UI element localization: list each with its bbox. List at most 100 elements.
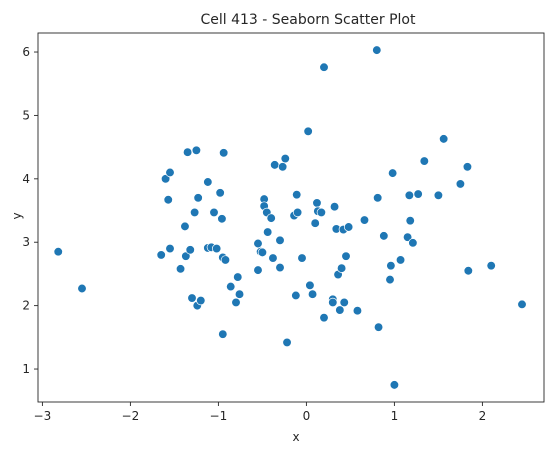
scatter-point (319, 62, 329, 72)
scatter-point (379, 231, 389, 241)
y-tick-label: 2 (22, 299, 30, 313)
scatter-point (404, 190, 415, 200)
y-tick-label: 4 (22, 172, 30, 186)
chart-title: Cell 413 - Seaborn Scatter Plot (200, 12, 416, 28)
scatter-point (336, 263, 347, 273)
scatter-point (373, 193, 383, 203)
scatter-point (413, 189, 423, 199)
scatter-point (292, 190, 302, 200)
scatter-point (187, 293, 197, 303)
y-tick-label: 1 (22, 362, 30, 376)
scatter-point (341, 251, 351, 261)
x-tick-label: 0 (303, 409, 311, 423)
scatter-point (268, 253, 278, 263)
scatter-point (292, 207, 303, 218)
scatter-point (387, 168, 398, 178)
scatter-point (319, 313, 329, 323)
scatter-point (253, 265, 263, 275)
scatter-point (257, 247, 268, 258)
scatter-point (165, 243, 175, 254)
scatter-point (189, 207, 200, 218)
scatter-point (305, 280, 315, 290)
x-axis-label: x (292, 430, 299, 444)
scatter-point (211, 243, 222, 254)
scatter-point (182, 147, 193, 157)
scatter-point (405, 216, 415, 226)
scatter-point (372, 45, 382, 55)
x-axis-ticks: −3 −2 −1 0 1 2 (34, 402, 487, 423)
scatter-point (455, 179, 466, 189)
scatter-point (389, 380, 400, 390)
scatter-point (408, 238, 418, 248)
scatter-point (280, 153, 290, 164)
scatter-point (266, 213, 276, 223)
x-tick-label: 2 (479, 409, 487, 423)
scatter-point (234, 289, 245, 299)
scatter-point (335, 305, 345, 315)
scatter-point (193, 193, 203, 203)
scatter-point (316, 207, 327, 218)
scatter-point (263, 227, 273, 237)
scatter-point (218, 329, 228, 339)
scatter-point (352, 306, 363, 316)
scatter-point (277, 162, 288, 172)
y-axis-ticks: 1 2 3 4 5 6 (22, 45, 38, 376)
scatter-point (339, 297, 349, 308)
scatter-point (312, 198, 322, 208)
y-tick-label: 6 (22, 45, 30, 59)
scatter-point (328, 297, 338, 308)
scatter-point (180, 221, 190, 232)
scatter-point (196, 295, 206, 306)
scatter-point (165, 167, 175, 178)
scatter-point (233, 272, 243, 282)
scatter-point (226, 281, 236, 292)
scatter-point (163, 195, 173, 205)
scatter-point (297, 253, 307, 263)
scatter-point (275, 262, 285, 273)
scatter-point (386, 261, 396, 271)
scatter-point (209, 207, 219, 218)
scatter-point (203, 177, 213, 187)
scatter-point (270, 160, 280, 170)
scatter-point (343, 222, 354, 232)
scatter-point (291, 290, 301, 301)
x-tick-label: 1 (391, 409, 399, 423)
scatter-point (307, 289, 318, 299)
scatter-point (275, 235, 285, 245)
scatter-point (463, 266, 473, 276)
y-axis-label: y (10, 212, 24, 219)
scatter-point (77, 283, 87, 294)
scatter-point (433, 190, 444, 200)
scatter-point (185, 245, 195, 255)
scatter-point (181, 251, 191, 261)
scatter-point (217, 214, 227, 224)
scatter-point (462, 162, 473, 172)
y-tick-label: 5 (22, 108, 30, 122)
scatter-point (191, 145, 202, 155)
scatter-point (310, 218, 320, 228)
scatter-point (231, 297, 241, 308)
scatter-point (282, 337, 292, 348)
scatter-point (439, 134, 449, 144)
scatter-point (253, 238, 263, 249)
scatter-point (220, 255, 231, 265)
scatter-point (303, 126, 313, 136)
scatter-point (385, 274, 395, 285)
scatter-point (329, 202, 340, 212)
scatter-point (175, 264, 186, 274)
x-tick-label: −3 (34, 409, 52, 423)
scatter-point (517, 299, 527, 310)
scatter-points (53, 45, 527, 390)
scatter-point (373, 322, 384, 332)
scatter-point (402, 232, 413, 242)
scatter-point (486, 261, 496, 271)
x-tick-label: −1 (210, 409, 228, 423)
scatter-point (219, 148, 229, 158)
scatter-point (53, 247, 63, 257)
scatter-point (395, 255, 406, 265)
x-tick-label: −2 (122, 409, 140, 423)
y-tick-label: 3 (22, 235, 30, 249)
scatter-point (160, 174, 171, 184)
scatter-point (419, 156, 429, 166)
